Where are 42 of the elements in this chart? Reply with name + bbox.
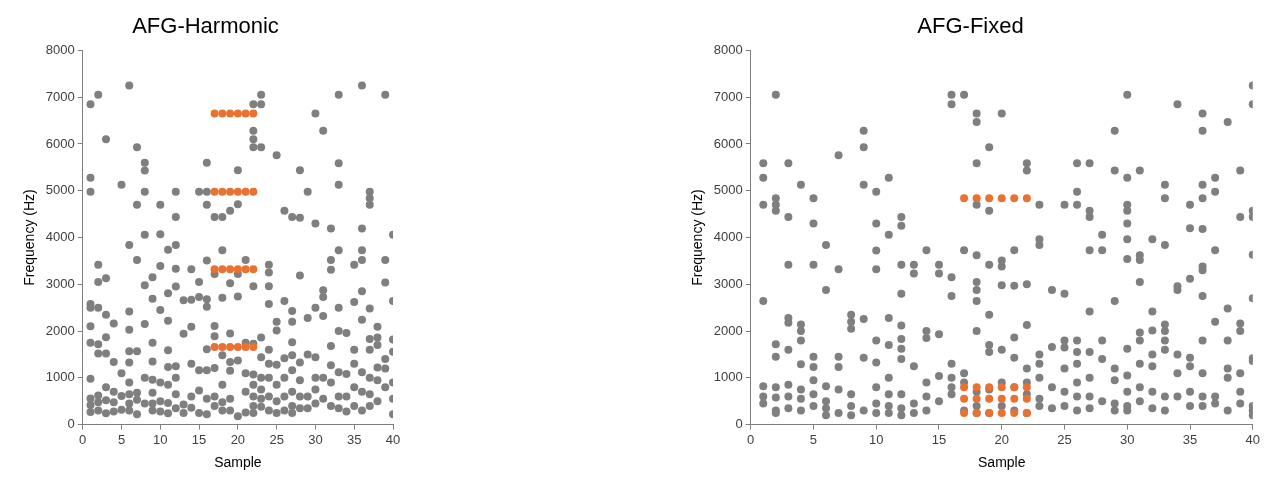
x-tick-label: 15 [191,431,207,447]
x-tick-label: 25 [1057,431,1072,447]
y-tick-label: 3000 [713,275,743,291]
x-tick-label: 0 [79,431,87,447]
x-tick-label: 35 [346,431,362,447]
y-tick-label: 7000 [713,88,743,104]
y-tick-label: 0 [735,416,743,432]
chart-title: AFG-Fixed [917,13,1024,39]
y-axis-title: Frequency (Hz) [689,189,706,286]
y-tick-label: 5000 [713,182,743,198]
y-tick-label: 8000 [713,41,743,57]
x-tick-label: 25 [269,431,284,447]
y-tick-label: 1000 [45,369,75,385]
x-tick-label: 40 [1245,431,1260,447]
x-tick-label: 10 [869,431,884,447]
y-tick-label: 2000 [713,322,743,338]
chart-title: AFG-Harmonic [132,13,279,39]
y-tick-label: 7000 [45,88,75,104]
y-tick-label: 0 [67,416,75,432]
x-tick-label: 35 [1182,431,1198,447]
y-tick-label: 5000 [45,182,75,198]
x-tick-label: 30 [308,431,323,447]
y-axis-title: Frequency (Hz) [21,189,38,286]
x-axis-title: Sample [214,454,262,471]
x-tick-label: 0 [747,431,755,447]
x-tick-label: 40 [385,431,401,447]
x-tick-label: 20 [994,431,1009,447]
x-tick-label: 20 [230,431,246,447]
x-tick-label: 30 [1120,431,1135,447]
x-tick-label: 15 [931,431,947,447]
x-tick-label: 5 [809,431,818,447]
y-tick-label: 1000 [713,369,743,385]
y-tick-label: 2000 [45,322,75,338]
y-tick-label: 8000 [45,41,75,57]
y-tick-label: 6000 [45,135,75,151]
y-tick-label: 6000 [713,135,743,151]
x-axis-title: Sample [978,454,1026,471]
x-tick-label: 5 [117,431,126,447]
x-tick-label: 10 [153,431,168,447]
y-tick-label: 3000 [45,275,75,291]
y-tick-label: 4000 [713,229,743,245]
y-tick-label: 4000 [45,229,75,245]
